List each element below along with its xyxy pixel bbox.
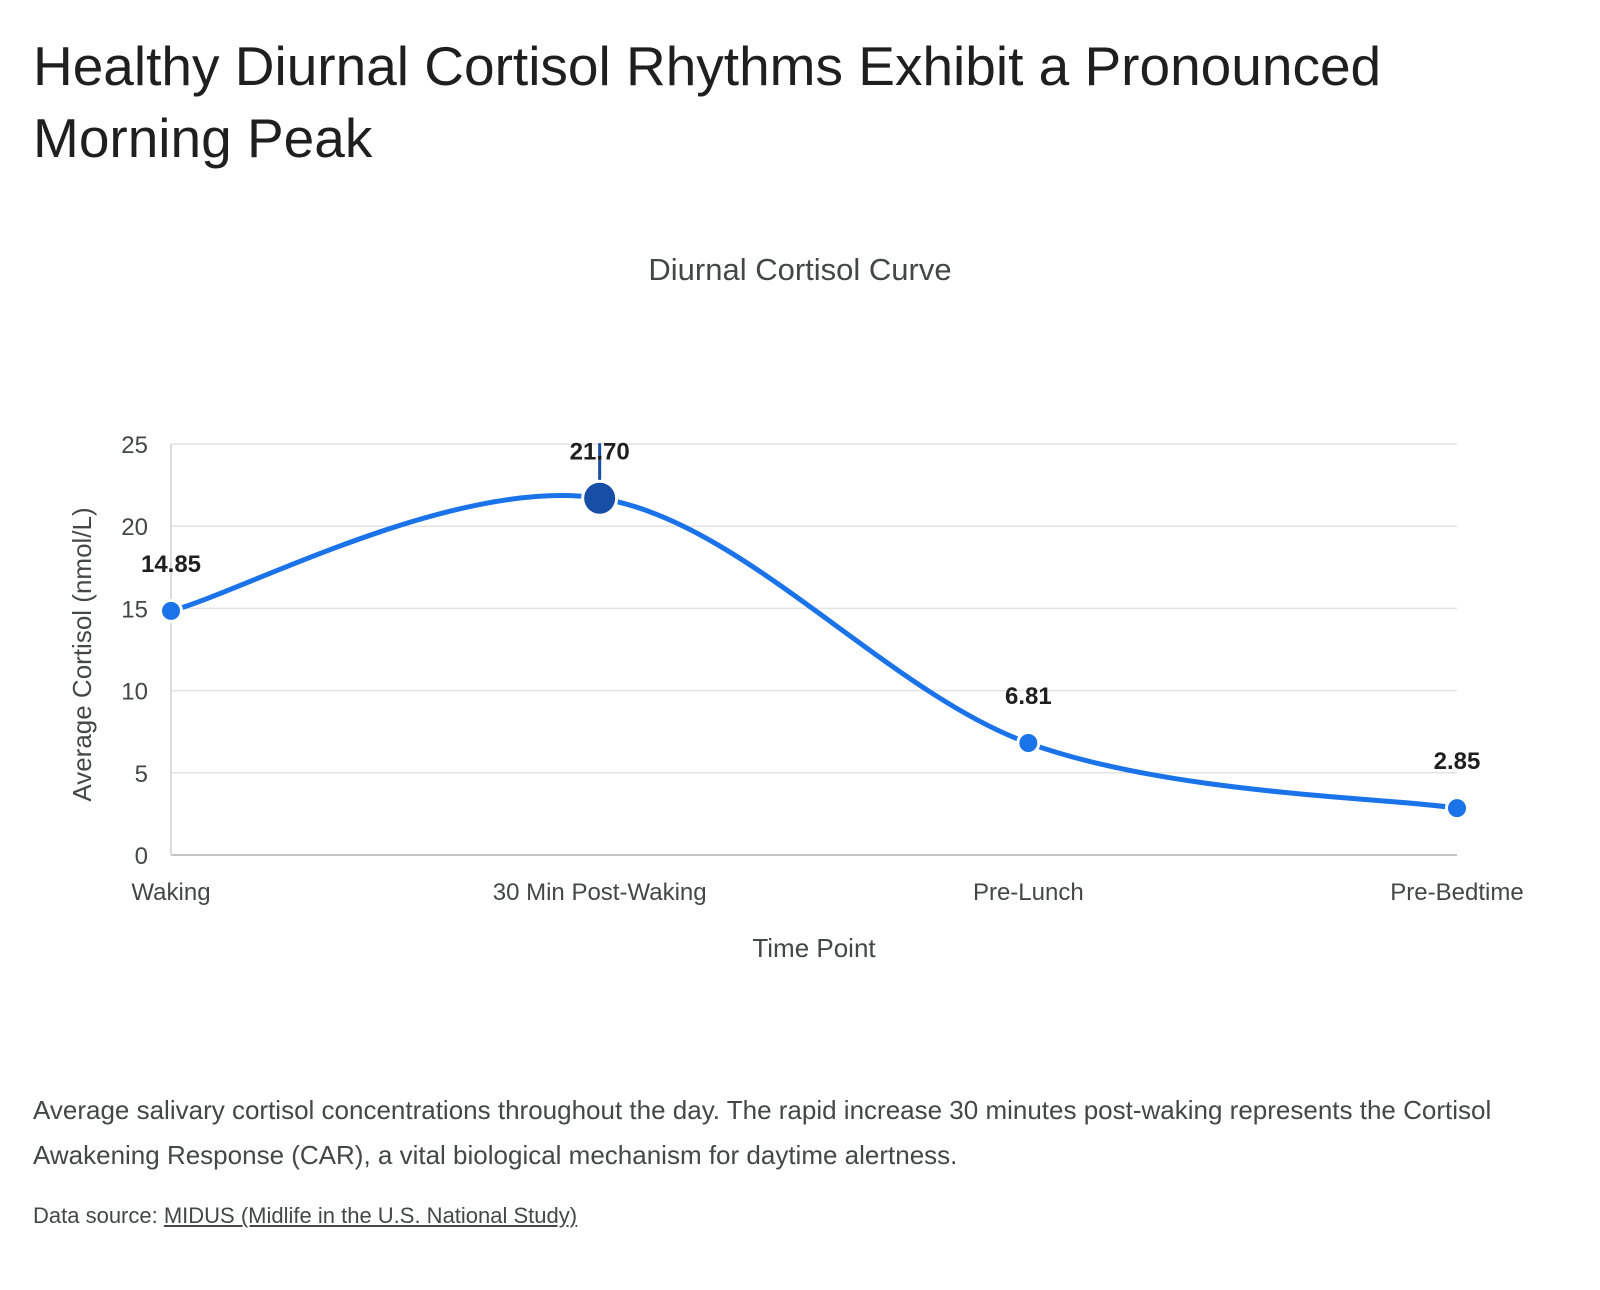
data-label: 21.70: [570, 438, 630, 465]
line-chart: Diurnal Cortisol Curve 0 5 10 15 20 25 Waking…: [67, 252, 1524, 963]
chart-container: Diurnal Cortisol Curve 0 5 10 15 20 25 Waking…: [0, 230, 1600, 990]
data-label: 6.81: [1005, 683, 1052, 710]
data-label: 2.85: [1434, 748, 1481, 775]
y-axis-ticks: 0 5 10 15 20 25: [121, 432, 148, 870]
data-point[interactable]: [159, 598, 183, 623]
x-tick-label: Waking: [131, 879, 210, 906]
data-point[interactable]: [1445, 796, 1469, 821]
data-point-highlight[interactable]: [581, 479, 619, 517]
y-tick-label: 15: [121, 596, 148, 623]
x-axis-title: Time Point: [752, 933, 876, 963]
x-tick-label: Pre-Lunch: [973, 879, 1084, 906]
data-point[interactable]: [1016, 731, 1041, 756]
data-source-prefix: Data source:: [33, 1203, 164, 1228]
y-tick-label: 5: [135, 761, 148, 788]
y-axis-title: Average Cortisol (nmol/L): [67, 507, 97, 801]
data-labels: 14.85 21.70 6.81 2.85: [141, 438, 1480, 775]
y-tick-label: 25: [121, 432, 148, 459]
data-source: Data source: MIDUS (Midlife in the U.S. …: [33, 1200, 577, 1232]
data-label: 14.85: [141, 551, 201, 578]
y-tick-label: 20: [121, 514, 148, 541]
series-line: [168, 492, 1460, 811]
chart-title: Diurnal Cortisol Curve: [648, 252, 951, 287]
page-headline: Healthy Diurnal Cortisol Rhythms Exhibit…: [33, 35, 1382, 169]
data-source-link[interactable]: MIDUS (Midlife in the U.S. National Stud…: [163, 1203, 578, 1228]
chart-caption: Average salivary cortisol concentrations…: [33, 1095, 1492, 1170]
x-axis-ticks: Waking 30 Min Post-Waking Pre-Lunch Pre-Bed…: [131, 879, 1523, 906]
x-tick-label: 30 Min Post-Waking: [493, 879, 707, 906]
y-tick-label: 10: [121, 679, 148, 706]
data-points: [159, 443, 1469, 821]
y-tick-label: 0: [135, 843, 148, 870]
x-tick-label: Pre-Bedtime: [1390, 879, 1523, 906]
